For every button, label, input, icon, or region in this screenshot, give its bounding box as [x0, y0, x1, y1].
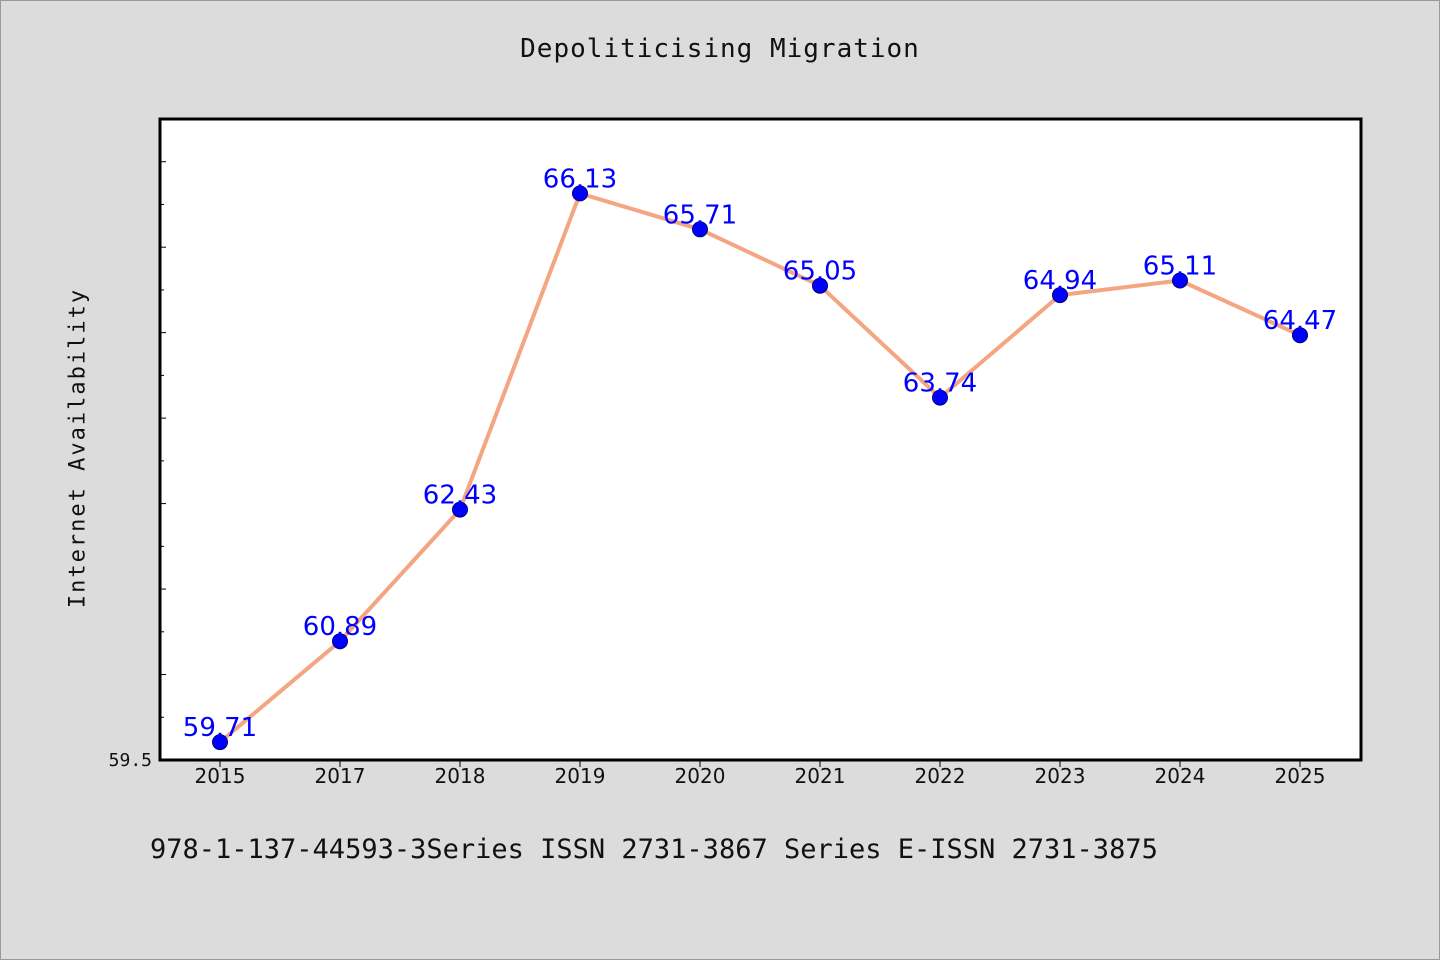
data-label: 65.05: [783, 257, 857, 287]
data-point: [1292, 327, 1308, 344]
x-tick-label: 2019: [555, 764, 606, 788]
data-label: 62.43: [423, 481, 497, 511]
x-tick-label: 2021: [795, 764, 846, 788]
data-point: [332, 633, 348, 650]
footer-isbn-text: 978-1-137-44593-3Series ISSN 2731-3867 S…: [150, 834, 1158, 865]
data-point: [572, 185, 588, 202]
data-point: [1172, 272, 1188, 289]
data-label: 64.94: [1023, 266, 1097, 296]
data-label: 66.13: [543, 164, 617, 194]
data-label: 63.74: [903, 369, 977, 399]
x-tick-label: 2015: [195, 764, 246, 788]
data-label: 65.71: [663, 200, 737, 230]
x-tick-label: 2022: [915, 764, 966, 788]
data-label: 59.71: [183, 713, 257, 743]
x-tick-label: 2023: [1035, 764, 1086, 788]
plot-area: [158, 117, 1363, 762]
data-label: 60.89: [303, 612, 377, 642]
data-label: 65.11: [1143, 252, 1217, 282]
x-axis-ticks: 2015 2017 2018 2019 2020 2021 2022 2023 2024 2025: [195, 760, 1326, 788]
data-point: [932, 389, 948, 406]
data-point: [1052, 287, 1068, 304]
chart-title: Depoliticising Migration: [520, 34, 920, 64]
x-tick-label: 2024: [1155, 764, 1206, 788]
series-line: [218, 191, 1301, 744]
y-axis-ticks: 59.5: [109, 118, 166, 771]
data-label: 64.47: [1263, 306, 1337, 336]
data-point: [692, 221, 708, 238]
x-tick-label: 2017: [315, 764, 366, 788]
x-tick-label: 2025: [1275, 764, 1326, 788]
data-markers: [212, 185, 1308, 751]
data-point: [812, 277, 828, 294]
x-tick-label: 2018: [435, 764, 486, 788]
data-point: [212, 734, 228, 751]
data-labels: 59.71 60.89 62.43 66.13 65.71 65.05 63.74 64.94…: [183, 164, 1337, 743]
x-tick-label: 2020: [675, 764, 726, 788]
y-tick-label: 59.5: [109, 750, 152, 771]
data-point: [452, 501, 468, 518]
